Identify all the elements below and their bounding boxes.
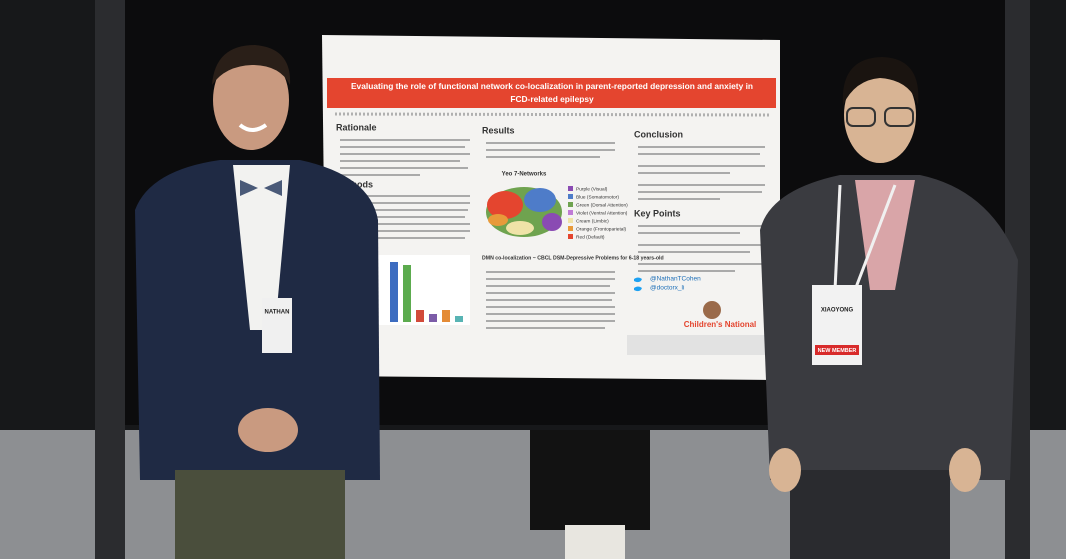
person-behind bbox=[530, 430, 650, 530]
footnote bbox=[627, 335, 767, 355]
twitter-icon bbox=[634, 277, 642, 283]
body-text bbox=[638, 146, 765, 200]
logo-bear bbox=[703, 301, 721, 319]
body-text bbox=[340, 139, 470, 176]
legend-swatch bbox=[568, 194, 573, 199]
person-right: XIAOYONG NEW MEMBER bbox=[760, 57, 1018, 559]
badge-name: XIAOYONG bbox=[821, 308, 854, 314]
twitter-icon bbox=[634, 286, 642, 292]
handle: @doctorx_li bbox=[650, 285, 684, 292]
handle: @NathanTCohen bbox=[650, 276, 701, 283]
frame-pole bbox=[95, 0, 125, 559]
legend-label: Purple (Visual) bbox=[576, 186, 608, 192]
section-heading: Key Points bbox=[634, 208, 681, 218]
section-heading: Rationale bbox=[336, 122, 377, 132]
body-text bbox=[486, 142, 615, 158]
legend-swatch bbox=[568, 210, 573, 215]
figure-title: Yeo 7-Networks bbox=[502, 172, 547, 178]
authors-text bbox=[334, 112, 771, 117]
legend-label: Cream (Limbic) bbox=[576, 218, 609, 224]
badge-ribbon: NEW MEMBER bbox=[818, 348, 857, 354]
poster: Evaluating the role of functional networ… bbox=[322, 35, 780, 380]
badge-name: NATHAN bbox=[265, 310, 290, 316]
section-heading: Results bbox=[482, 125, 515, 135]
legend-swatch bbox=[568, 202, 573, 207]
person-left: NATHAN bbox=[135, 45, 380, 559]
poster-title: Evaluating the role of functional networ… bbox=[351, 81, 753, 91]
body-text bbox=[486, 271, 615, 329]
legend-label: Orange (Frontoparietal) bbox=[576, 226, 627, 232]
legend-label: Red (Default) bbox=[576, 234, 605, 240]
section-heading: Conclusion bbox=[634, 129, 683, 139]
brain-figure bbox=[486, 187, 562, 237]
legend-swatch bbox=[568, 218, 573, 223]
body-text bbox=[638, 225, 765, 272]
legend-label: Violet (Ventral Attention) bbox=[576, 210, 628, 216]
legend-swatch bbox=[568, 226, 573, 231]
results-heading: DMN co-localization ~ CBCL DSM-Depressiv… bbox=[482, 255, 664, 261]
poster-chart-bars bbox=[390, 262, 463, 322]
institution: Children's National bbox=[684, 320, 757, 329]
legend-swatch bbox=[568, 234, 573, 239]
legend-label: Green (Dorsal Attention) bbox=[576, 202, 628, 208]
legend: Purple (Visual) Blue (Somatomotor) Green (… bbox=[568, 186, 628, 240]
legend-label: Blue (Somatomotor) bbox=[576, 194, 619, 200]
title-bar bbox=[327, 78, 776, 108]
person-behind-legs bbox=[565, 525, 625, 559]
poster-title: FCD-related epilepsy bbox=[510, 94, 594, 104]
legend-swatch bbox=[568, 186, 573, 191]
